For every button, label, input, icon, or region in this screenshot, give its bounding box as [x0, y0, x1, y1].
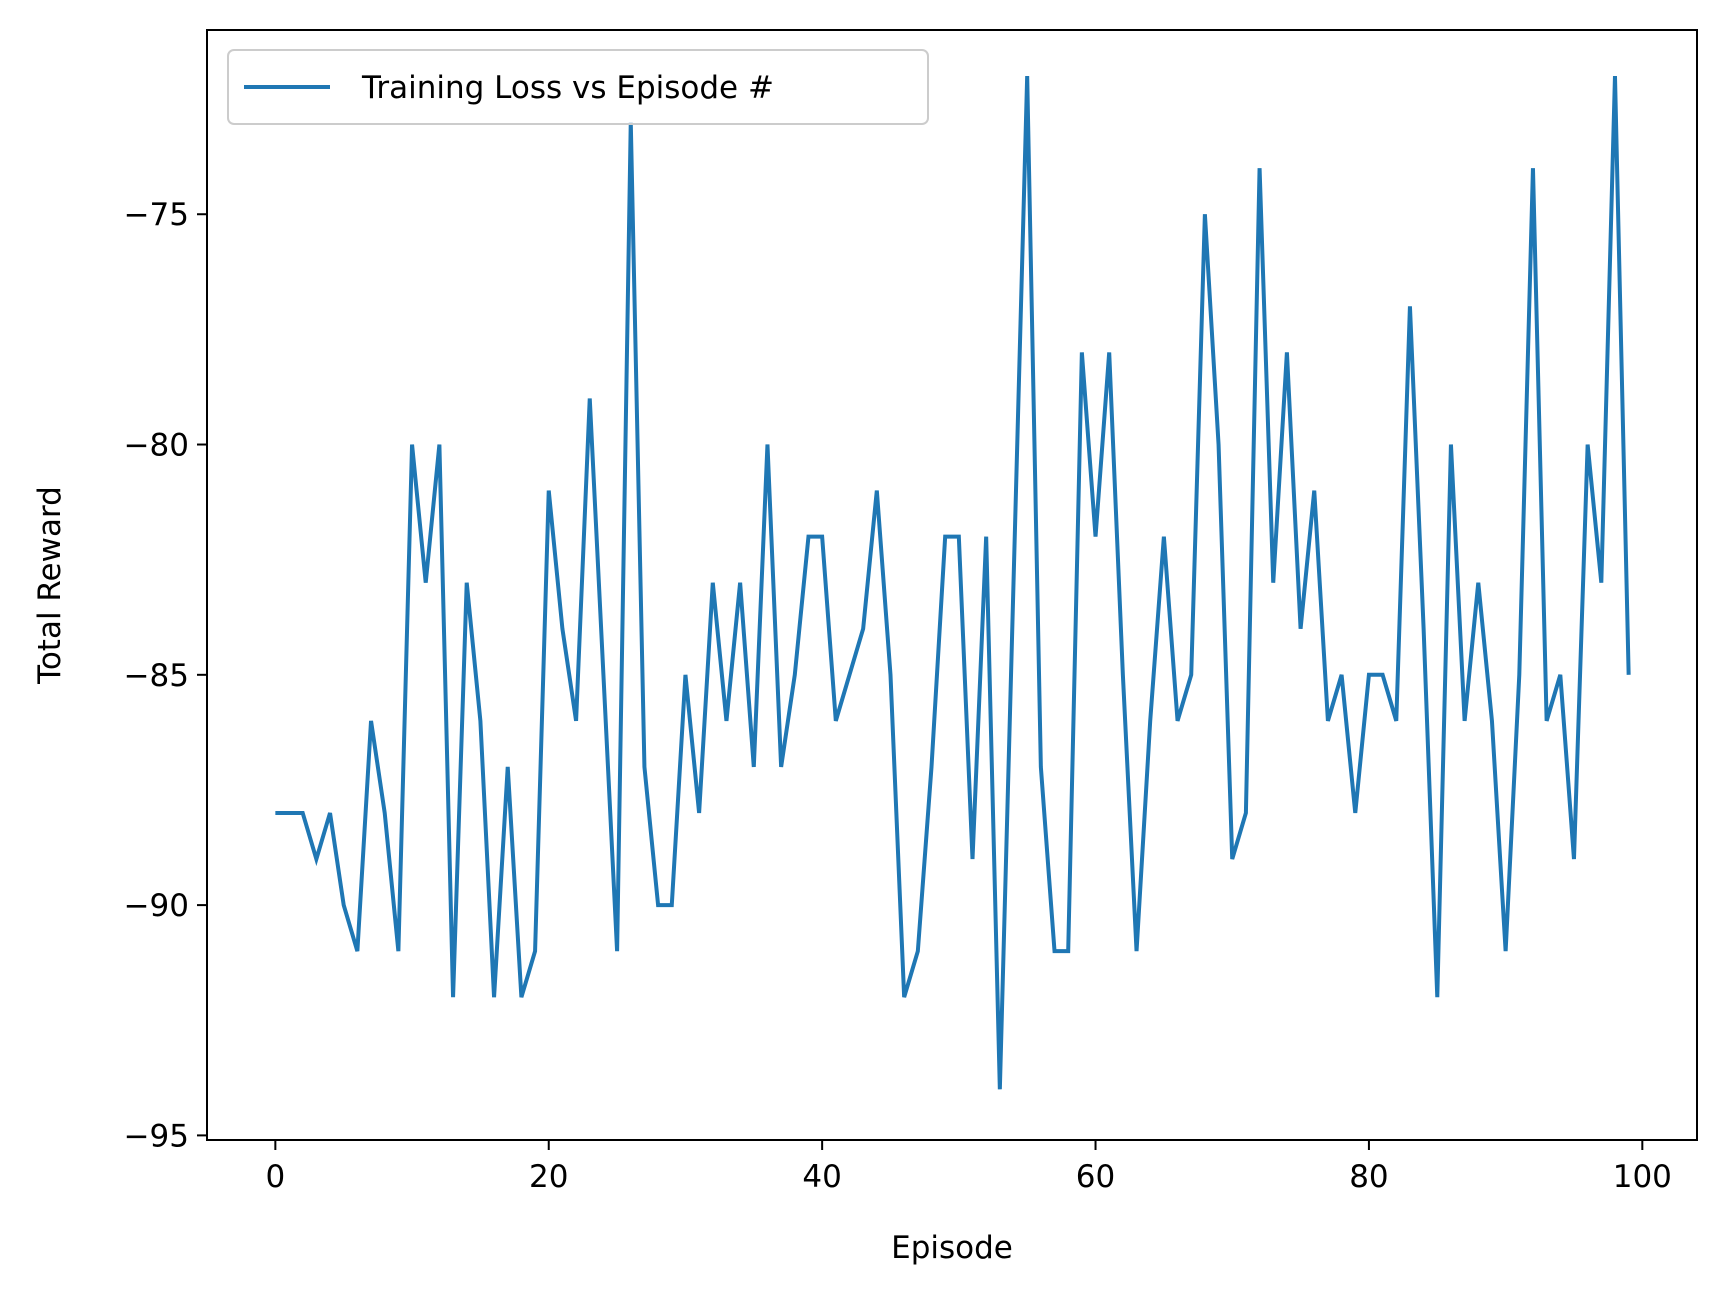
x-tick-label: 40 [802, 1159, 841, 1195]
y-tick-label: −85 [124, 658, 189, 694]
y-axis-ticks: −95 −90 −85 −80 −75 [124, 197, 207, 1154]
series-layer [275, 76, 1631, 1090]
y-tick-label: −95 [124, 1118, 189, 1154]
plot-frame [206, 29, 1698, 1141]
y-tick-label: −75 [124, 197, 189, 233]
x-tick-label: 80 [1349, 1159, 1388, 1195]
x-tick-label: 60 [1076, 1159, 1115, 1195]
x-axis-label: Episode [891, 1230, 1013, 1266]
legend-label: Training Loss vs Episode # [361, 70, 774, 106]
series-line-0 [275, 76, 1631, 1090]
x-tick-label: 0 [265, 1159, 285, 1195]
x-axis-ticks: 0 20 40 60 80 100 [265, 1140, 1672, 1195]
x-tick-label: 20 [529, 1159, 568, 1195]
y-axis-label: Total Reward [32, 486, 68, 685]
legend: Training Loss vs Episode # [227, 49, 929, 125]
y-tick-label: −80 [124, 428, 189, 464]
legend-box [227, 49, 929, 125]
y-tick-label: −90 [124, 888, 189, 924]
x-tick-label: 100 [1613, 1159, 1672, 1195]
